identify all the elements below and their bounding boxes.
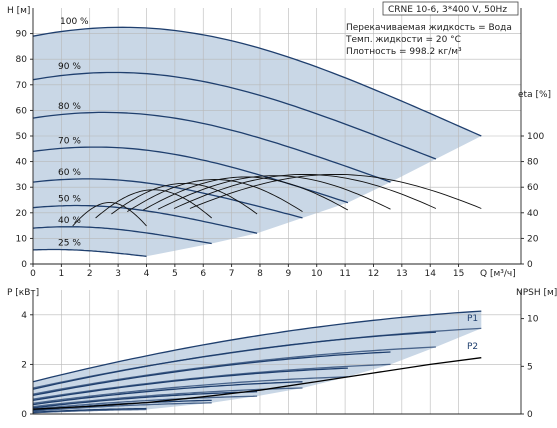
head-curve — [32, 111, 391, 183]
x-tick-label: 6 — [200, 269, 206, 279]
y2-axis-label-npsh: NPSH [м] — [516, 288, 557, 298]
info-box-title: CRNE 10-6, 3*400 V, 50Hz — [388, 5, 507, 15]
x-tick-label: 12 — [368, 269, 379, 279]
y-tick-label: 20 — [16, 209, 28, 219]
info-line-liquid: Перекачиваемая жидкость = Вода — [346, 23, 512, 33]
x-tick-label: 4 — [144, 269, 150, 279]
y2-tick-label: 5 — [527, 362, 533, 372]
y-tick-label: 30 — [16, 183, 28, 193]
x-tick-label: 10 — [311, 269, 323, 279]
power-curve-p2 — [32, 408, 147, 414]
power-curves — [32, 310, 482, 414]
head-curve — [32, 178, 303, 219]
y-axis-label-head: H [м] — [7, 6, 30, 16]
bottom-axes: 0 2 4 0 5 10 — [21, 290, 539, 420]
power-curve-p2 — [32, 395, 258, 410]
y2-tick-label: 100 — [527, 132, 544, 142]
series-label: 90 % — [58, 62, 81, 72]
y-axis-label-power: P [кВт] — [7, 288, 39, 298]
power-curve-p1 — [32, 351, 391, 397]
x-tick-label: 8 — [257, 269, 263, 279]
efficiency-curve — [72, 202, 147, 227]
power-curve-p1 — [32, 310, 482, 383]
series-label: 80 % — [58, 102, 81, 112]
head-curve — [32, 26, 482, 137]
series-label: 40 % — [58, 216, 81, 226]
power-curve-p2 — [32, 387, 303, 408]
power-curve-p1 — [32, 381, 303, 406]
efficiency-curve — [189, 173, 482, 209]
head-curve — [32, 226, 212, 245]
y-tick-label: 0 — [21, 260, 27, 270]
head-operating-area — [33, 27, 482, 257]
series-label: 70 % — [58, 136, 81, 146]
series-label: 60 % — [58, 168, 81, 178]
x-axis-label-q: Q [м³/ч] — [480, 269, 516, 279]
y-tick-label: 2 — [21, 360, 27, 370]
x-tick-label: 14 — [424, 269, 436, 279]
y2-tick-label: 0 — [527, 260, 533, 270]
legend-label-p2: P2 — [467, 342, 478, 352]
y-tick-label: 10 — [16, 234, 28, 244]
x-tick-label: 2 — [87, 269, 93, 279]
y-tick-label: 80 — [16, 55, 28, 65]
power-curve-p1 — [32, 367, 348, 402]
series-label: 100 % — [60, 17, 89, 27]
x-tick-label: 7 — [229, 269, 235, 279]
head-curve — [32, 71, 437, 160]
y2-tick-label: 20 — [527, 234, 539, 244]
efficiency-curve — [142, 176, 349, 211]
power-curve-p2 — [32, 376, 348, 404]
y-tick-label: 70 — [16, 81, 28, 91]
npsh-curve — [32, 357, 482, 410]
series-label: 25 % — [58, 239, 81, 249]
head-curve — [32, 248, 147, 257]
efficiency-curves — [72, 173, 482, 227]
power-curve-p2 — [32, 346, 436, 395]
efficiency-curve — [111, 182, 258, 215]
y-tick-label: 50 — [16, 132, 28, 142]
efficiency-curve — [127, 179, 303, 212]
y-tick-label: 4 — [21, 311, 27, 321]
info-line-temperature: Темп. жидкости = 20 °C — [345, 35, 461, 45]
series-label: 50 % — [58, 195, 81, 205]
info-box-frame — [382, 1, 519, 16]
x-tick-label: 15 — [453, 269, 464, 279]
head-curves: 100 % 90 % 80 % 70 % 60 % 50 % 40 % 25 % — [32, 17, 482, 257]
power-curve-p2 — [32, 327, 482, 389]
y-tick-label: 0 — [21, 410, 27, 420]
power-curve-p2 — [32, 363, 391, 400]
efficiency-curve — [157, 175, 391, 210]
y-tick-label: 40 — [16, 158, 28, 168]
y2-axis-label-eta: eta [%] — [518, 90, 551, 100]
x-tick-label: 9 — [285, 269, 291, 279]
y-tick-label: 90 — [16, 30, 28, 40]
y2-tick-label: 0 — [527, 410, 533, 420]
x-tick-label: 13 — [396, 269, 407, 279]
power-curve-p1 — [32, 391, 258, 409]
y-tick-label: 60 — [16, 106, 28, 116]
top-grid — [32, 8, 521, 265]
power-curve-p2 — [32, 402, 212, 412]
x-tick-label: 5 — [172, 269, 178, 279]
x-tick-label: 0 — [30, 269, 36, 279]
top-efficiency-band — [33, 27, 482, 257]
y2-tick-label: 40 — [527, 209, 539, 219]
info-line-density: Плотность = 998.2 кг/м³ — [346, 47, 462, 57]
y2-tick-label: 80 — [527, 158, 539, 168]
head-curve — [32, 204, 258, 234]
legend-label-p1: P1 — [467, 314, 478, 324]
x-tick-label: 11 — [339, 269, 350, 279]
x-tick-label: 1 — [59, 269, 65, 279]
y2-tick-label: 10 — [527, 315, 539, 325]
y2-tick-label: 60 — [527, 183, 539, 193]
x-tick-label: 3 — [115, 269, 121, 279]
